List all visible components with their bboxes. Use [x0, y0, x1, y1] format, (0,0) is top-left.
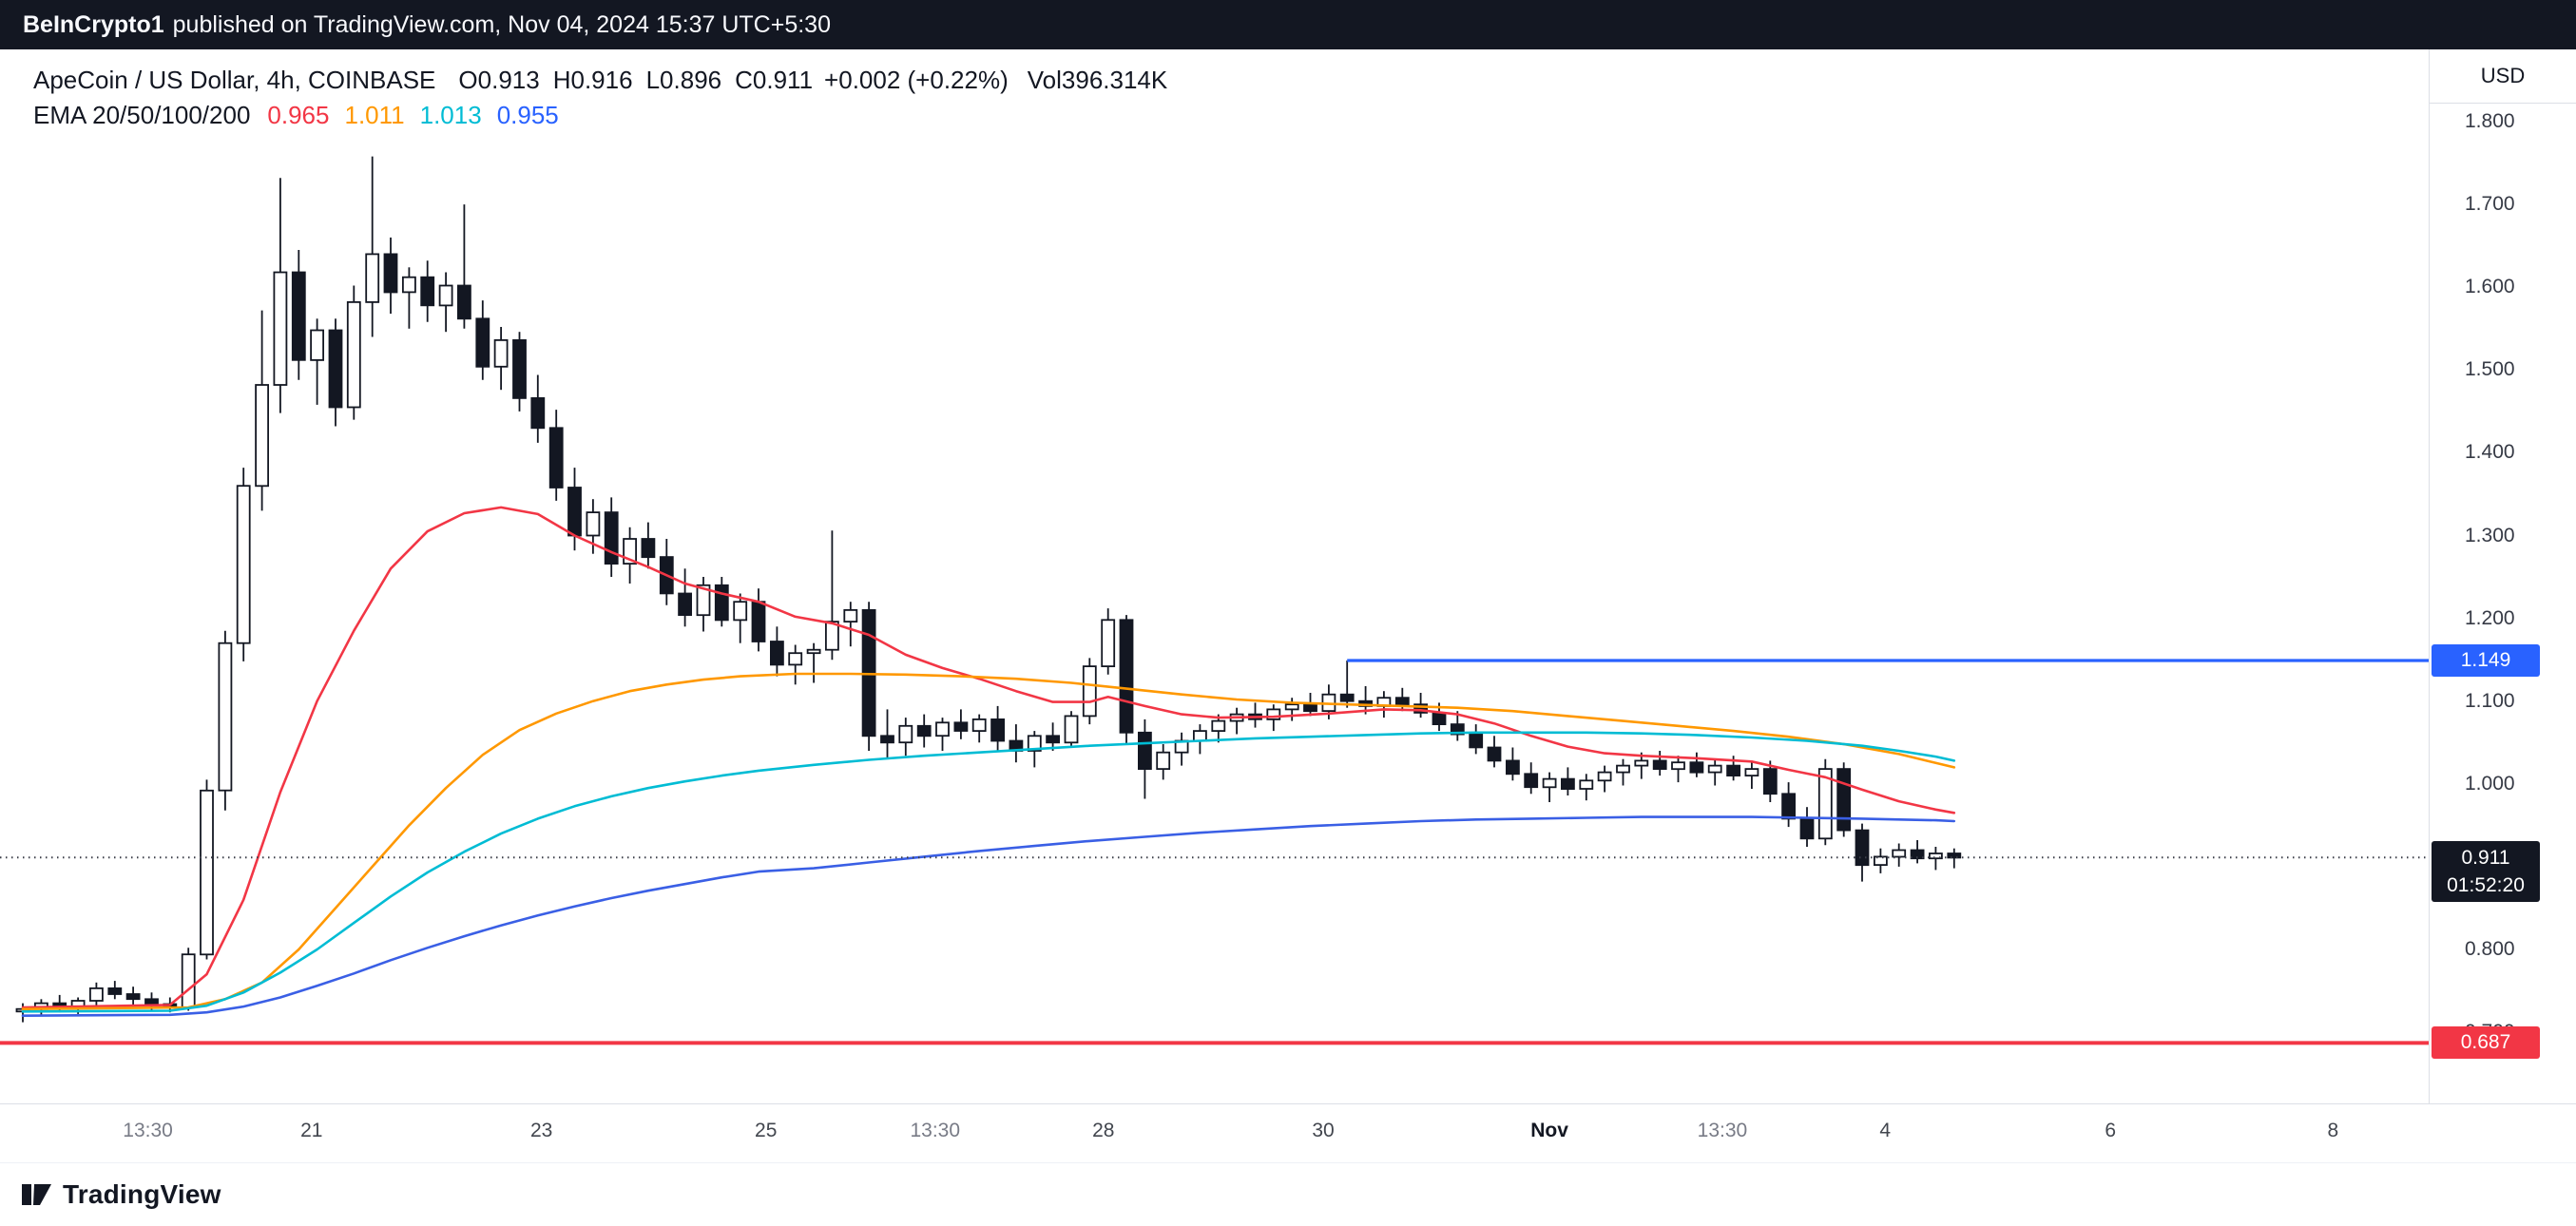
high-value: 0.916 — [570, 66, 633, 94]
time-tick: 6 — [2105, 1120, 2117, 1141]
currency-tab: USD — [2430, 49, 2576, 104]
chart-legend: ApeCoin / US Dollar, 4h, COINBASE O 0.91… — [33, 63, 1167, 133]
time-tick: 30 — [1312, 1120, 1335, 1141]
indicator-values: 0.965 1.011 1.013 0.955 — [267, 101, 573, 130]
price-tick: 0.800 — [2465, 938, 2515, 960]
volume-label: Vol — [1027, 66, 1062, 94]
low-value: 0.896 — [660, 66, 722, 94]
currency-label: USD — [2480, 64, 2526, 87]
price-tick: 1.200 — [2465, 606, 2515, 629]
indicator-name[interactable]: EMA 20/50/100/200 — [33, 101, 251, 129]
open-value: 0.913 — [477, 66, 540, 94]
change-value: +0.002 (+0.22%) — [824, 66, 1009, 94]
open-label: O — [458, 66, 478, 94]
tradingview-logo-icon[interactable] — [21, 1180, 53, 1209]
price-tick: 1.300 — [2465, 524, 2515, 546]
price-tick: 1.400 — [2465, 441, 2515, 464]
time-tick: 23 — [529, 1120, 553, 1141]
ema-value: 0.965 — [267, 101, 330, 129]
time-tick: Nov — [1530, 1120, 1568, 1141]
price-tick: 1.800 — [2465, 110, 2515, 132]
price-axis[interactable]: USD 1.149 0.911 01:52:20 0.687 1.800 1.70… — [2429, 49, 2576, 1103]
close-label: C — [735, 66, 753, 94]
footer-bar: TradingView — [0, 1162, 2576, 1226]
price-tick: 1.100 — [2465, 689, 2515, 712]
time-tick: 13:30 — [910, 1120, 961, 1141]
ema-value: 1.013 — [419, 101, 482, 129]
price-tick: 1.000 — [2465, 772, 2515, 795]
attribution-text: published on TradingView.com, Nov 04, 20… — [172, 10, 831, 38]
bar-countdown: 01:52:20 — [2447, 874, 2525, 897]
time-tick: 4 — [1879, 1120, 1892, 1141]
ema-value: 1.011 — [344, 101, 405, 129]
time-axis[interactable]: 13:30 21 23 25 13:30 28 30 Nov 13:30 4 6 8 — [0, 1103, 2576, 1162]
time-tick: 8 — [2327, 1120, 2339, 1141]
symbol-row: ApeCoin / US Dollar, 4h, COINBASE O 0.91… — [33, 63, 1167, 98]
brand-name[interactable]: TradingView — [63, 1179, 221, 1209]
author-name: BeInCrypto1 — [23, 10, 164, 38]
time-tick: 13:30 — [123, 1120, 173, 1141]
price-tick: 1.500 — [2465, 358, 2515, 381]
time-tick: 25 — [755, 1120, 778, 1141]
high-label: H — [552, 66, 571, 94]
indicator-row: EMA 20/50/100/200 0.965 1.011 1.013 0.955 — [33, 98, 1167, 133]
last-price-badge: 0.911 01:52:20 — [2432, 841, 2540, 903]
last-price-value: 0.911 — [2461, 847, 2510, 870]
symbol-title[interactable]: ApeCoin / US Dollar, 4h, COINBASE — [33, 66, 436, 94]
attribution-bar: BeInCrypto1 published on TradingView.com… — [0, 0, 2576, 49]
support-price-badge: 0.687 — [2432, 1026, 2540, 1060]
price-tick: 1.700 — [2465, 193, 2515, 216]
ema-value: 0.955 — [496, 101, 559, 129]
time-tick: 28 — [1092, 1120, 1115, 1141]
time-tick: 13:30 — [1697, 1120, 1748, 1141]
resistance-price-badge: 1.149 — [2432, 644, 2540, 678]
price-tick: 1.600 — [2465, 276, 2515, 298]
volume-value: 396.314K — [1061, 66, 1168, 94]
time-tick: 21 — [300, 1120, 323, 1141]
low-label: L — [645, 66, 661, 94]
close-value: 0.911 — [752, 66, 814, 94]
